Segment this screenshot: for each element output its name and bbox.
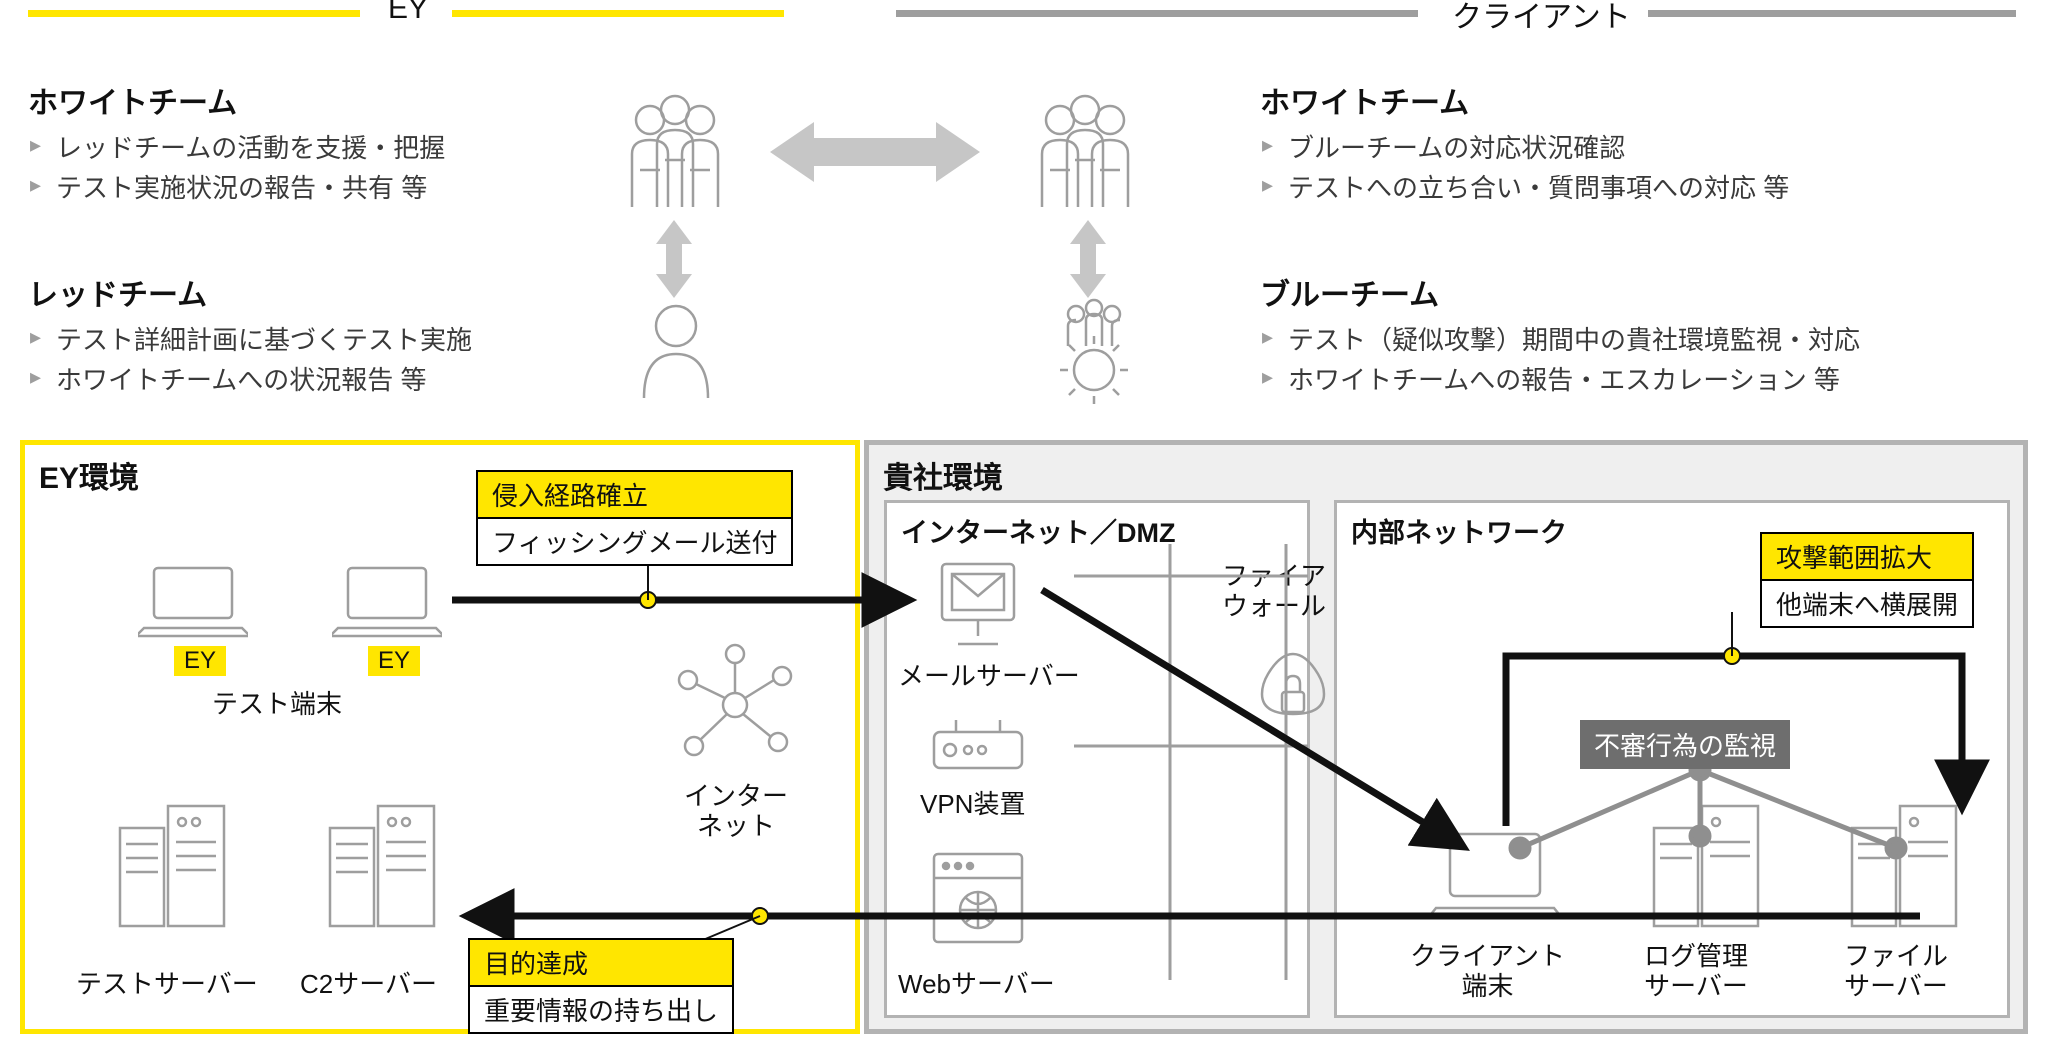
callout-intrusion: 侵入経路確立 フィッシングメール送付	[476, 470, 793, 566]
callout-sub: 他端末へ横展開	[1760, 581, 1974, 628]
callout-sub: 重要情報の持ち出し	[468, 987, 734, 1034]
callout-title: 侵入経路確立	[476, 470, 793, 519]
callout-title: 目的達成	[468, 938, 734, 987]
callout-title: 攻撃範囲拡大	[1760, 532, 1974, 581]
callout-expand: 攻撃範囲拡大 他端末へ横展開	[1760, 532, 1974, 628]
callout-monitor: 不審行為の監視	[1580, 720, 1790, 769]
callout-sub: フィッシングメール送付	[476, 519, 793, 566]
callout-objective: 目的達成 重要情報の持ち出し	[468, 938, 734, 1034]
attack-arrows	[0, 0, 2048, 1053]
